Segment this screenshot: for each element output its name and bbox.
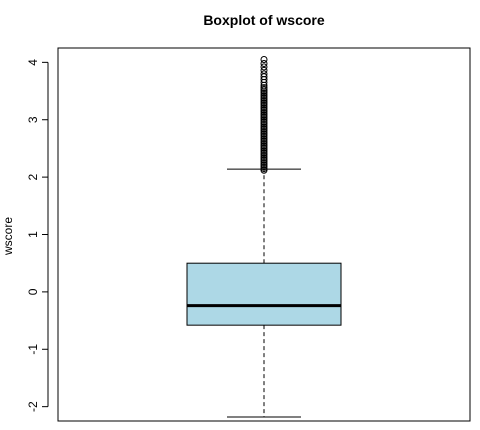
y-tick-label: -2: [26, 401, 40, 412]
outlier-point: [260, 70, 268, 78]
outlier-point: [260, 59, 268, 67]
plot-frame: [57, 47, 471, 422]
y-axis-label: wscore: [1, 217, 15, 256]
outlier-point: [260, 66, 268, 74]
box-group: [186, 55, 342, 418]
outlier-point: [260, 63, 268, 71]
outlier-point: [260, 84, 268, 92]
y-tick-label: 1: [26, 231, 40, 238]
y-tick-label: 2: [26, 173, 40, 180]
iqr-box: [186, 262, 342, 326]
y-tick-label: 3: [26, 116, 40, 123]
outlier-point: [260, 55, 268, 63]
y-tick-label: -1: [26, 344, 40, 355]
y-tick-label: 4: [26, 59, 40, 66]
y-tick-label: 0: [26, 288, 40, 295]
y-axis: -2 -1 0 1 2 3 4: [26, 59, 49, 412]
chart-title: Boxplot of wscore: [203, 12, 325, 28]
